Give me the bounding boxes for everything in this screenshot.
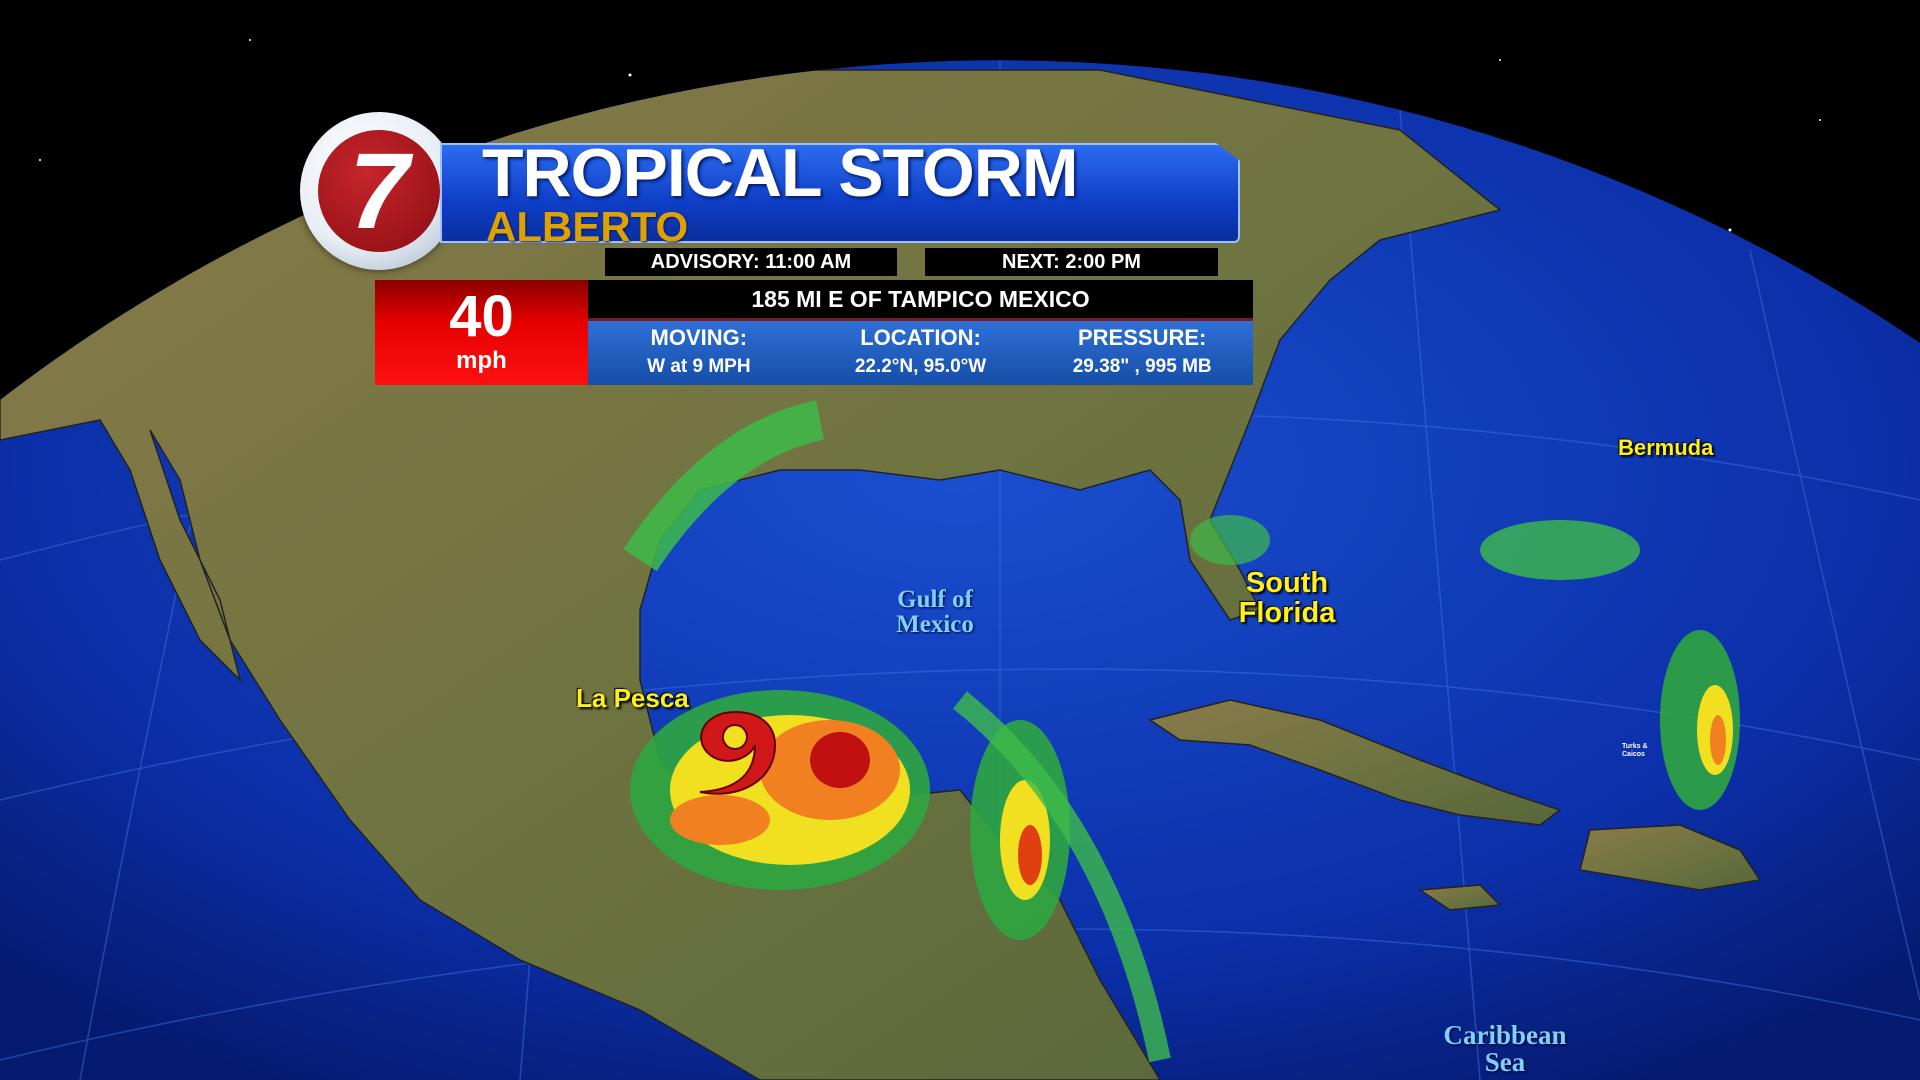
stars (39, 39, 1821, 232)
pressure-label: PRESSURE: (1078, 325, 1207, 350)
logo-seven: 7 (348, 130, 410, 251)
storm-info-bar: MOVING: W at 9 MPH LOCATION: 22.2°N, 95.… (588, 321, 1253, 385)
location-value: 22.2°N, 95.0°W (854, 356, 987, 377)
station-logo: 7 (300, 112, 458, 270)
land-hispaniola (1579, 824, 1762, 891)
pressure-info: PRESSURE: 29.38" , 995 MB (1031, 321, 1253, 385)
storm-type-title: TROPICAL STORM (482, 135, 1079, 211)
wind-speed-value: 40 (449, 284, 514, 349)
label-bermuda: Bermuda (1618, 435, 1714, 460)
title-banner (440, 143, 1240, 243)
location-info: LOCATION: 22.2°N, 95.0°W (810, 321, 1032, 385)
label-la-pesca: La Pesca (576, 683, 689, 713)
label-turks-caicos: Turks & Caicos (1622, 743, 1648, 758)
land-cuba (1148, 699, 1562, 826)
land-jamaica (1417, 884, 1502, 911)
next-advisory-time: NEXT: 2:00 PM (925, 248, 1218, 276)
moving-value: W at 9 MPH (647, 356, 751, 377)
moving-label: MOVING: (650, 325, 748, 350)
storm-name: ALBERTO (486, 203, 689, 250)
moving-info: MOVING: W at 9 MPH (588, 321, 810, 385)
wind-speed-box: 40 mph (375, 280, 588, 385)
pressure-value: 29.38" , 995 MB (1072, 356, 1212, 377)
label-gulf-of-mexico: Gulf of Mexico (896, 586, 974, 638)
location-label: LOCATION: (860, 325, 981, 350)
wind-speed-unit: mph (456, 347, 507, 374)
storm-position-text: 185 MI E OF TAMPICO MEXICO (588, 280, 1253, 321)
label-south-florida: South Florida (1238, 567, 1336, 629)
storm-symbol-icon (699, 710, 777, 795)
advisory-time: ADVISORY: 11:00 AM (605, 248, 897, 276)
label-caribbean-sea: Caribbean Sea (1443, 1020, 1567, 1077)
